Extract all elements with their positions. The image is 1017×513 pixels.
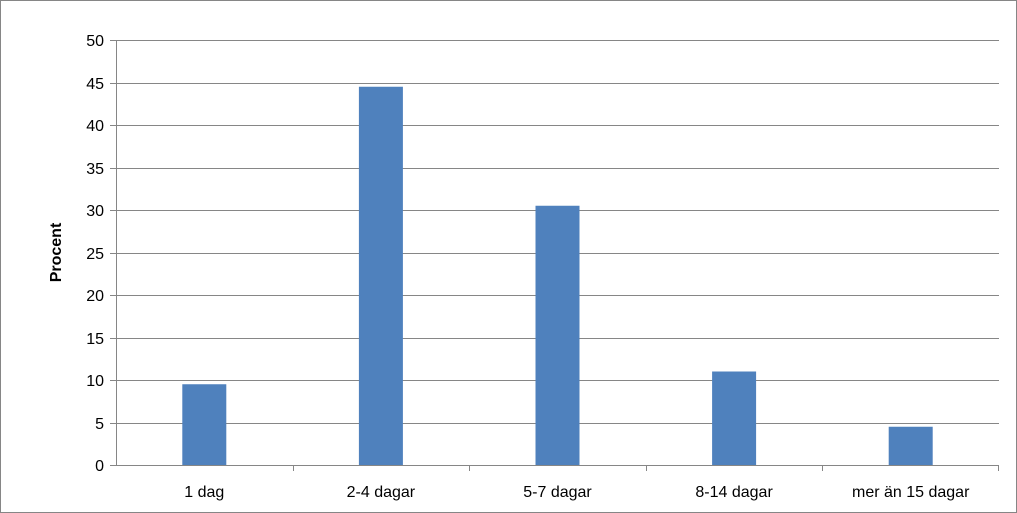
- x-tick-labels: 1 dag 2-4 dagar 5-7 dagar 8-14 dagar mer än …: [184, 484, 970, 501]
- y-tick-label: 10: [86, 373, 104, 390]
- y-tick-label: 35: [86, 161, 104, 178]
- y-tick-label: 45: [86, 76, 104, 93]
- y-tick-label: 50: [86, 33, 104, 50]
- x-tick-label: 8-14 dagar: [695, 484, 773, 501]
- y-axis-title: Procent: [48, 222, 65, 282]
- x-tick-label: 1 dag: [184, 484, 224, 501]
- y-tick-labels: 0 5 10 15 20 25 30 35 40 45 50: [86, 33, 104, 475]
- bar: [182, 384, 227, 465]
- y-tick-label: 25: [86, 246, 104, 263]
- bar: [888, 426, 933, 465]
- x-tick-label: 2-4 dagar: [347, 484, 416, 501]
- axes: [110, 40, 999, 471]
- x-tick-label: mer än 15 dagar: [852, 484, 970, 501]
- y-tick-label: 5: [95, 416, 104, 433]
- bars: [182, 86, 933, 465]
- x-tick-label: 5-7 dagar: [523, 484, 592, 501]
- y-tick-label: 15: [86, 331, 104, 348]
- bar: [712, 371, 757, 465]
- y-tick-label: 0: [95, 458, 104, 475]
- y-tick-label: 30: [86, 203, 104, 220]
- bar: [535, 205, 580, 465]
- y-tick-label: 40: [86, 118, 104, 135]
- y-tick-label: 20: [86, 288, 104, 305]
- bar: [358, 86, 403, 465]
